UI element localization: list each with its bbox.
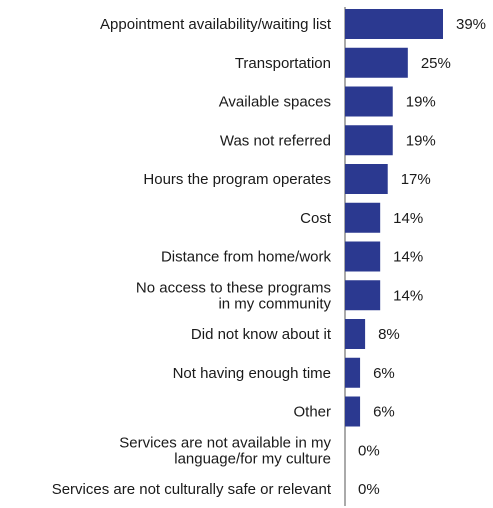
category-labels-group: Appointment availability/waiting list Tra… xyxy=(52,16,332,498)
value-label: 14% xyxy=(393,287,423,304)
category-label: Not having enough time xyxy=(173,365,331,382)
bar xyxy=(345,396,361,427)
category-label: Hours the program operates xyxy=(143,171,331,188)
value-label: 6% xyxy=(373,365,395,382)
category-label: Services are not available in my language… xyxy=(119,434,331,467)
bar xyxy=(345,280,381,311)
bar xyxy=(345,202,381,233)
bar xyxy=(345,86,393,117)
bars-group xyxy=(345,9,443,427)
value-label: 8% xyxy=(378,326,400,343)
value-label: 6% xyxy=(373,404,395,421)
value-label: 0% xyxy=(358,481,380,498)
category-label: Cost xyxy=(300,210,332,227)
category-label: Other xyxy=(293,404,331,421)
category-label: Appointment availability/waiting list xyxy=(100,16,332,33)
value-label: 39% xyxy=(456,16,486,33)
value-label: 17% xyxy=(401,171,431,188)
value-label: 19% xyxy=(406,94,436,111)
category-label: No access to these programs in my communi… xyxy=(136,279,332,312)
bar xyxy=(345,241,381,272)
bar xyxy=(345,319,366,349)
bar xyxy=(345,357,361,388)
bar xyxy=(345,125,393,156)
value-label: 14% xyxy=(393,210,423,227)
bar xyxy=(345,164,388,194)
bar xyxy=(345,9,443,39)
value-label: 25% xyxy=(421,55,451,72)
category-label: Services are not culturally safe or rele… xyxy=(52,481,332,498)
category-label: Distance from home/work xyxy=(161,249,332,266)
category-label: Did not know about it xyxy=(191,326,332,343)
value-label: 0% xyxy=(358,442,380,459)
value-label: 19% xyxy=(406,132,436,149)
bar xyxy=(345,47,408,78)
value-labels-group: 39% 25% 19% 19% 17% 14% 14% 14% 8% 6% 6% 0% 0% xyxy=(358,16,486,498)
value-label: 14% xyxy=(393,249,423,266)
category-label: Was not referred xyxy=(220,132,331,149)
category-label: Transportation xyxy=(235,55,331,72)
category-label: Available spaces xyxy=(219,94,331,111)
